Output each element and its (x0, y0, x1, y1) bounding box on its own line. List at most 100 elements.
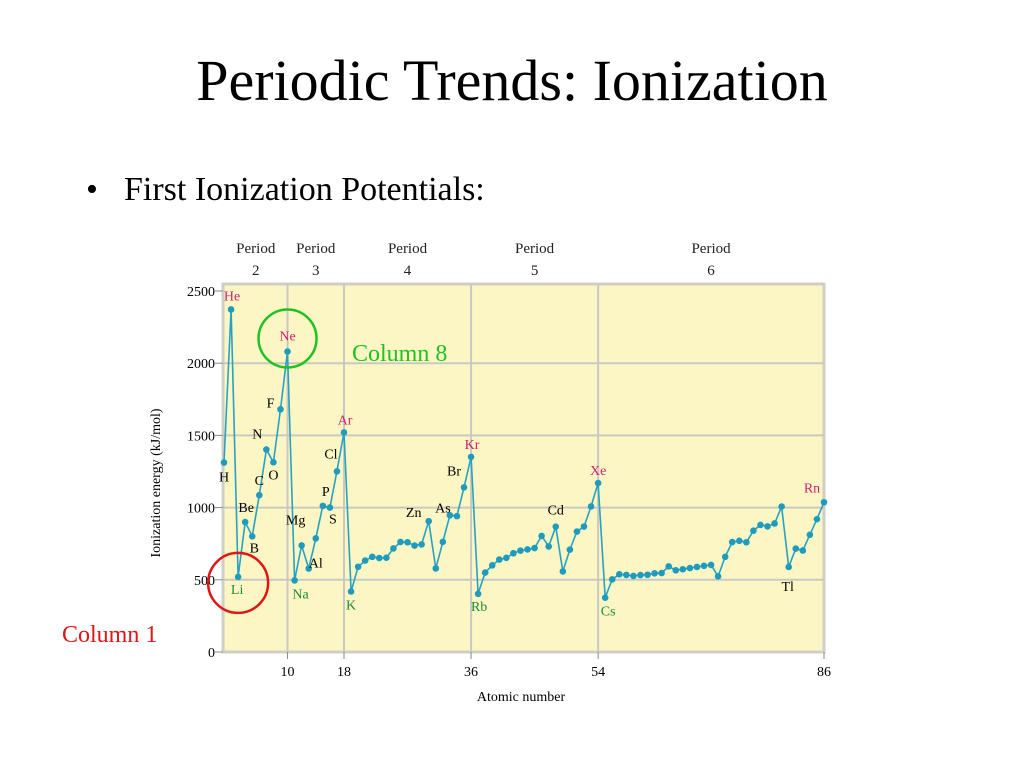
x-tick-label: 36 (464, 665, 478, 680)
period-header-title: Period (296, 241, 336, 257)
data-point (806, 531, 814, 539)
data-point (644, 571, 651, 579)
period-header-number: 5 (531, 263, 539, 279)
data-point (580, 523, 588, 530)
data-point (721, 553, 729, 561)
data-point (658, 569, 665, 577)
period-header-number: 6 (707, 263, 715, 279)
data-point (333, 468, 341, 475)
data-point (255, 491, 263, 499)
element-label: B (250, 541, 259, 556)
element-label: Cl (324, 447, 337, 462)
x-tick-label: 18 (337, 665, 351, 680)
data-point (714, 573, 722, 580)
period-header-number: 4 (404, 263, 412, 279)
data-point (707, 561, 715, 569)
y-tick-label: 1500 (187, 429, 215, 444)
data-point (679, 565, 687, 573)
annotation-column-8: Column 8 (352, 341, 447, 367)
data-point (312, 535, 320, 542)
element-label: Br (447, 464, 461, 479)
bullet-text: First Ionization Potentials: (124, 171, 485, 208)
data-point (764, 523, 771, 530)
data-point (248, 533, 256, 540)
x-tick-label: 54 (591, 665, 605, 680)
data-point (270, 458, 277, 466)
data-point (298, 542, 305, 549)
annotation-column-1: Column 1 (62, 622, 157, 648)
data-point (813, 515, 821, 523)
period-header-title: Period (515, 241, 555, 257)
data-point (277, 405, 284, 413)
data-point (460, 484, 468, 491)
element-label: H (219, 471, 229, 486)
data-point (510, 549, 517, 557)
data-point (587, 503, 595, 510)
element-label: S (329, 513, 337, 528)
element-label: Cd (548, 504, 564, 519)
plot-area (221, 282, 826, 654)
data-point (672, 566, 680, 574)
data-point (439, 538, 447, 546)
element-label: P (322, 485, 330, 500)
element-label: Li (231, 583, 244, 598)
element-label: C (255, 474, 264, 489)
data-point (495, 556, 503, 563)
data-point (488, 562, 496, 569)
highlight-circle-li (206, 551, 270, 615)
data-point (608, 576, 616, 583)
data-point (354, 563, 362, 571)
element-label: Rn (804, 481, 820, 496)
data-point (693, 563, 701, 571)
y-tick-label: 0 (208, 646, 215, 661)
data-point (820, 498, 828, 506)
data-point (453, 512, 461, 520)
x-tick-label: 86 (817, 665, 831, 680)
data-point (573, 528, 581, 535)
element-label: He (224, 289, 240, 304)
data-point (566, 546, 574, 553)
y-tick-label: 500 (194, 574, 215, 589)
element-label: Xe (590, 464, 606, 479)
data-point (234, 573, 242, 581)
data-point (263, 446, 270, 453)
data-point (771, 520, 778, 527)
element-label: Ne (279, 330, 295, 345)
x-axis-label: Atomic number (477, 690, 566, 705)
data-point (375, 554, 383, 562)
data-point (735, 537, 743, 545)
data-point (390, 545, 397, 552)
data-point (227, 306, 235, 313)
element-label: Kr (465, 438, 480, 453)
element-label: Tl (781, 580, 794, 595)
data-point (637, 571, 644, 579)
y-tick-label: 2000 (187, 357, 215, 372)
x-tick-label: 10 (281, 665, 295, 680)
slide-title: Periodic Trends: Ionization (196, 48, 828, 113)
y-axis-label: Ionization energy (kJ/mol) (149, 408, 164, 557)
data-point (594, 479, 602, 487)
element-label: N (252, 428, 262, 443)
data-point (651, 570, 658, 577)
data-point (545, 543, 553, 550)
data-point (792, 545, 800, 552)
data-point (241, 518, 249, 526)
data-point (319, 502, 327, 510)
data-point (757, 521, 764, 529)
data-point (347, 588, 355, 595)
y-tick-label: 1000 (187, 502, 215, 517)
data-point (623, 571, 630, 579)
element-label: O (268, 468, 278, 483)
element-label: Be (238, 501, 254, 516)
data-point (340, 429, 348, 436)
data-point (686, 564, 694, 572)
data-point (284, 348, 291, 355)
data-point (383, 554, 390, 562)
data-point (799, 547, 807, 554)
period-header-title: Period (691, 241, 731, 257)
data-point (481, 569, 489, 576)
data-point (524, 546, 531, 553)
data-point (368, 553, 376, 561)
bullet-item: • First Ionization Potentials: (86, 170, 485, 211)
